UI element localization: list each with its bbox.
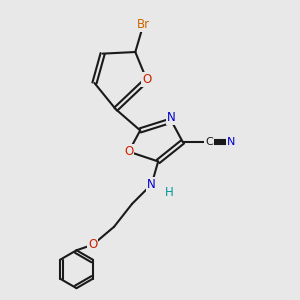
Text: O: O	[142, 73, 152, 86]
Text: N: N	[167, 112, 176, 124]
Text: O: O	[124, 145, 134, 158]
Text: N: N	[227, 137, 235, 147]
Text: C: C	[205, 137, 213, 147]
Text: Br: Br	[137, 18, 150, 31]
Text: H: H	[165, 186, 174, 199]
Text: N: N	[147, 178, 156, 191]
Text: O: O	[88, 238, 98, 251]
